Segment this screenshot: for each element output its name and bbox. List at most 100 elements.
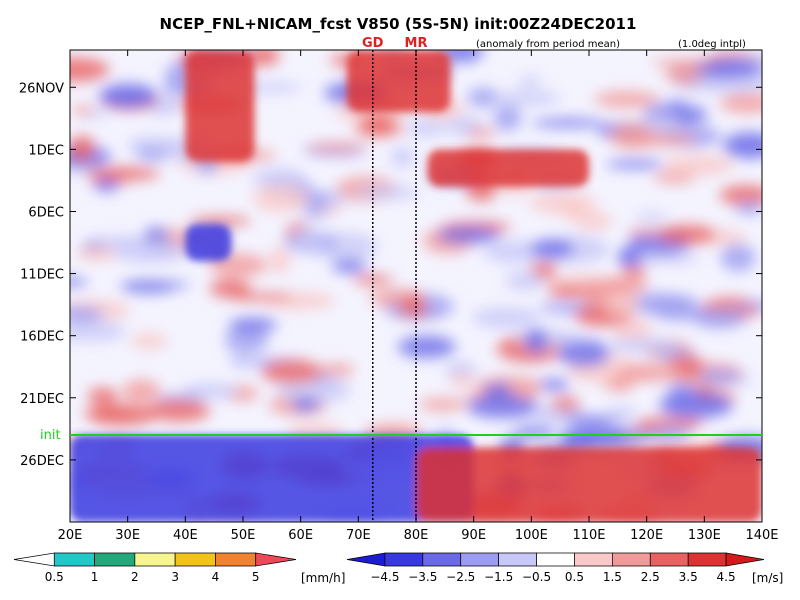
field-blob (471, 307, 541, 329)
field-blob (135, 148, 170, 162)
field-blob (397, 335, 456, 359)
field-features (70, 50, 762, 522)
y-tick-label: 11DEC (20, 268, 64, 283)
field-blob (593, 91, 660, 108)
colorbar-swatch (13, 552, 55, 567)
field-blob (112, 238, 188, 264)
chart-title: NCEP_FNL+NICAM_fcst V850 (5S-5N) init:00… (160, 15, 637, 33)
colorbar-swatch (346, 552, 386, 567)
field-blob (99, 83, 157, 108)
field-blob (605, 159, 665, 169)
field-blob (617, 246, 642, 267)
field-blob (319, 363, 355, 377)
field-blob (70, 135, 95, 162)
colorbar-tick-label: 3.5 (679, 570, 698, 584)
field-blob (693, 307, 746, 329)
field-blob (659, 391, 733, 419)
field-blob (518, 75, 542, 88)
anomaly-field (70, 50, 762, 522)
colorbar-swatch (498, 552, 537, 567)
anomaly-feature-positive (416, 447, 762, 522)
y-tick-label: 26NOV (19, 81, 64, 96)
field-blob (562, 415, 621, 426)
field-blob (505, 271, 545, 291)
colorbar-swatch (422, 552, 462, 567)
field-blob (72, 105, 94, 116)
x-tick-label: 130E (688, 528, 721, 543)
y-tick-label: 1DEC (28, 143, 64, 158)
wind-colorbar: −4.5 −3.5 −2.5 −1.5 −0.5 0.5 1.5 2.5 3.5 4.5 (346, 552, 765, 584)
colorbar-swatch (215, 552, 257, 567)
precip-unit-label: [mm/h] (301, 571, 345, 585)
y-tick-label: 26DEC (20, 454, 64, 469)
field-blob (252, 168, 306, 190)
ref-label-mr: MR (405, 36, 428, 51)
field-blob (657, 224, 717, 245)
field-blob (86, 403, 158, 426)
field-blob (70, 57, 110, 82)
colorbar-swatch (94, 552, 136, 567)
field-blob (291, 227, 327, 255)
field-blob (558, 339, 610, 368)
field-blob (646, 426, 692, 442)
colorbar-swatch (725, 552, 765, 567)
field-blob (229, 349, 252, 370)
anomaly-feature-negative (185, 223, 232, 262)
colorbar-swatch (174, 552, 216, 567)
field-blob (359, 113, 397, 136)
field-blob (663, 155, 735, 176)
field-blob (538, 378, 570, 391)
field-blob (722, 132, 762, 159)
field-blob (465, 128, 497, 139)
field-blob (602, 275, 649, 294)
field-blob (261, 359, 324, 385)
field-blob (253, 184, 309, 213)
field-blob (467, 87, 500, 108)
field-blob (437, 227, 500, 244)
field-blob (651, 58, 712, 67)
field-blob (561, 199, 584, 222)
field-blob (609, 122, 658, 150)
field-blob (291, 397, 320, 412)
colorbar-tick-label: 2.5 (641, 570, 660, 584)
anomaly-feature-positive (427, 149, 589, 187)
chart-subtitle: (anomaly from period mean) (476, 39, 620, 50)
x-tick-label: 120E (630, 528, 663, 543)
x-tick-label: 70E (346, 528, 371, 543)
x-tick-label: 100E (515, 528, 548, 543)
x-tick-label: 30E (115, 528, 140, 543)
precip-colorbar: 0.5 1 2 3 4 5 (13, 552, 297, 584)
field-blob (623, 264, 646, 277)
anomaly-feature-positive (185, 50, 255, 162)
field-blob (246, 50, 280, 67)
colorbar-tick-label: 5 (252, 570, 260, 584)
field-blob (635, 417, 704, 430)
field-blob (229, 317, 278, 333)
field-blob (644, 253, 701, 264)
field-blob (450, 372, 474, 389)
colorbar-swatch (574, 552, 613, 567)
field-blob (626, 228, 668, 237)
field-blob (720, 244, 756, 272)
anomaly-feature-negative (70, 435, 474, 522)
field-blob (493, 90, 561, 106)
field-blob (229, 292, 294, 302)
interpolation-note: (1.0deg intpl) (678, 39, 746, 50)
field-blob (70, 277, 88, 287)
wind-unit-label: [m/s] (752, 571, 783, 585)
field-blob (209, 278, 251, 298)
field-blob (531, 118, 605, 128)
colorbar-tick-label: −2.5 (446, 570, 475, 584)
field-blob (390, 146, 416, 168)
field-blob (93, 178, 120, 192)
field-blob (606, 291, 640, 316)
field-blob (122, 379, 161, 403)
field-blob (87, 387, 119, 405)
field-blob (131, 333, 168, 350)
colorbar-tick-label: 0.5 (565, 570, 584, 584)
field-blob (269, 246, 290, 274)
field-blob (483, 383, 513, 399)
field-blob (466, 395, 538, 419)
y-tick-label: 16DEC (20, 330, 64, 345)
colorbar-tick-label: 1.5 (603, 570, 622, 584)
